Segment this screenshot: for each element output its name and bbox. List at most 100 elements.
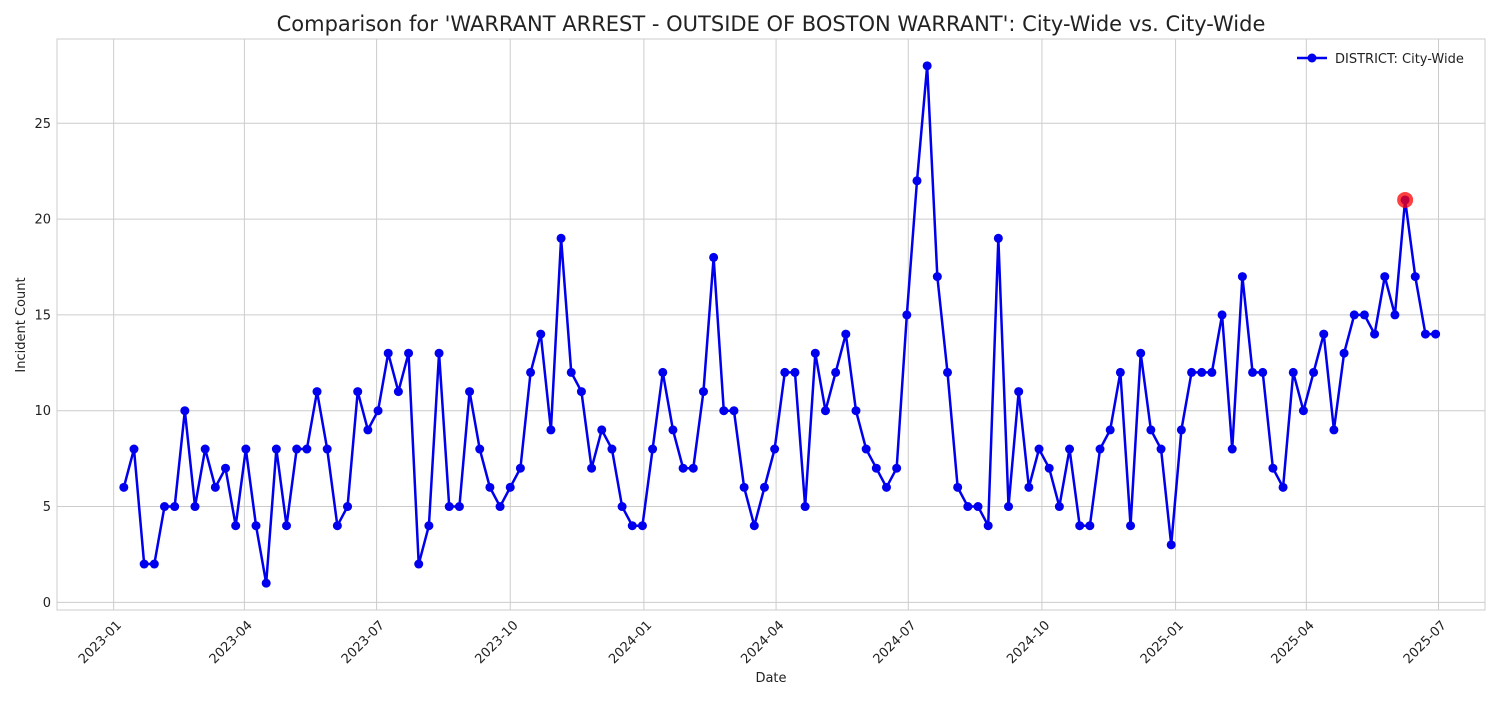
data-point xyxy=(1095,444,1105,454)
data-point xyxy=(861,444,871,454)
data-point xyxy=(231,521,241,531)
data-point xyxy=(566,367,576,377)
data-point xyxy=(851,406,861,416)
data-point xyxy=(434,348,444,358)
data-point xyxy=(505,482,515,492)
data-point xyxy=(770,444,780,454)
data-point xyxy=(170,502,180,512)
data-point xyxy=(241,444,251,454)
data-point xyxy=(1054,502,1064,512)
data-point xyxy=(343,502,353,512)
data-point xyxy=(1187,367,1197,377)
data-point xyxy=(953,482,963,492)
data-point xyxy=(526,367,536,377)
data-point xyxy=(709,252,719,262)
highlight-layer xyxy=(1397,191,1414,208)
data-point xyxy=(1197,367,1207,377)
data-point xyxy=(1420,329,1430,339)
data-point xyxy=(1085,521,1095,531)
data-point xyxy=(1319,329,1329,339)
data-point xyxy=(637,521,647,531)
data-point xyxy=(1349,310,1359,320)
data-point xyxy=(210,482,220,492)
data-point xyxy=(322,444,332,454)
data-point xyxy=(1014,387,1024,397)
highlight-point xyxy=(1397,191,1414,208)
data-point xyxy=(627,521,637,531)
data-point xyxy=(556,233,566,243)
data-point xyxy=(668,425,678,435)
data-point xyxy=(892,463,902,473)
data-point xyxy=(383,348,393,358)
data-point xyxy=(1288,367,1298,377)
data-point xyxy=(993,233,1003,243)
data-point xyxy=(332,521,342,531)
legend-label: DISTRICT: City-Wide xyxy=(1335,52,1464,67)
data-point xyxy=(119,482,129,492)
data-point xyxy=(597,425,607,435)
data-point xyxy=(587,463,597,473)
data-point xyxy=(1359,310,1369,320)
data-point xyxy=(780,367,790,377)
data-point xyxy=(1258,367,1268,377)
data-point xyxy=(983,521,993,531)
data-point xyxy=(515,463,525,473)
data-point xyxy=(810,348,820,358)
data-point xyxy=(424,521,434,531)
data-point xyxy=(1278,482,1288,492)
data-point xyxy=(1431,329,1441,339)
y-tick-label: 0 xyxy=(43,596,51,611)
data-point xyxy=(1380,272,1390,282)
data-point xyxy=(495,502,505,512)
data-point xyxy=(678,463,688,473)
data-point xyxy=(200,444,210,454)
data-point xyxy=(546,425,556,435)
data-point xyxy=(688,463,698,473)
data-point xyxy=(454,502,464,512)
data-point xyxy=(180,406,190,416)
data-point xyxy=(719,406,729,416)
data-point xyxy=(261,578,271,588)
data-point xyxy=(1065,444,1075,454)
data-point xyxy=(912,176,922,186)
data-point xyxy=(963,502,973,512)
y-tick-label: 5 xyxy=(43,500,51,515)
data-point xyxy=(139,559,149,569)
data-point xyxy=(617,502,627,512)
chart-title: Comparison for 'WARRANT ARREST - OUTSIDE… xyxy=(277,12,1266,36)
data-point xyxy=(1075,521,1085,531)
data-point xyxy=(1329,425,1339,435)
data-point xyxy=(729,406,739,416)
data-point xyxy=(1237,272,1247,282)
data-point xyxy=(759,482,769,492)
data-point xyxy=(658,367,668,377)
data-point xyxy=(648,444,658,454)
y-tick-label: 15 xyxy=(34,308,51,323)
y-tick-label: 10 xyxy=(34,404,51,419)
data-point xyxy=(1004,502,1014,512)
data-point xyxy=(282,521,292,531)
data-point xyxy=(1115,367,1125,377)
data-point xyxy=(1217,310,1227,320)
y-axis-ticks: 0 5 10 15 20 25 xyxy=(34,117,51,611)
data-point xyxy=(973,502,983,512)
data-point xyxy=(943,367,953,377)
data-point xyxy=(1298,406,1308,416)
data-point xyxy=(902,310,912,320)
legend: DISTRICT: City-Wide xyxy=(1297,52,1464,67)
data-point xyxy=(129,444,139,454)
data-point xyxy=(576,387,586,397)
data-point xyxy=(871,463,881,473)
data-point xyxy=(790,367,800,377)
data-point xyxy=(536,329,546,339)
data-point xyxy=(190,502,200,512)
data-point xyxy=(221,463,231,473)
data-point xyxy=(404,348,414,358)
data-point xyxy=(1166,540,1176,550)
data-point xyxy=(251,521,261,531)
data-point xyxy=(444,502,454,512)
data-point xyxy=(312,387,322,397)
y-tick-label: 25 xyxy=(34,117,51,132)
